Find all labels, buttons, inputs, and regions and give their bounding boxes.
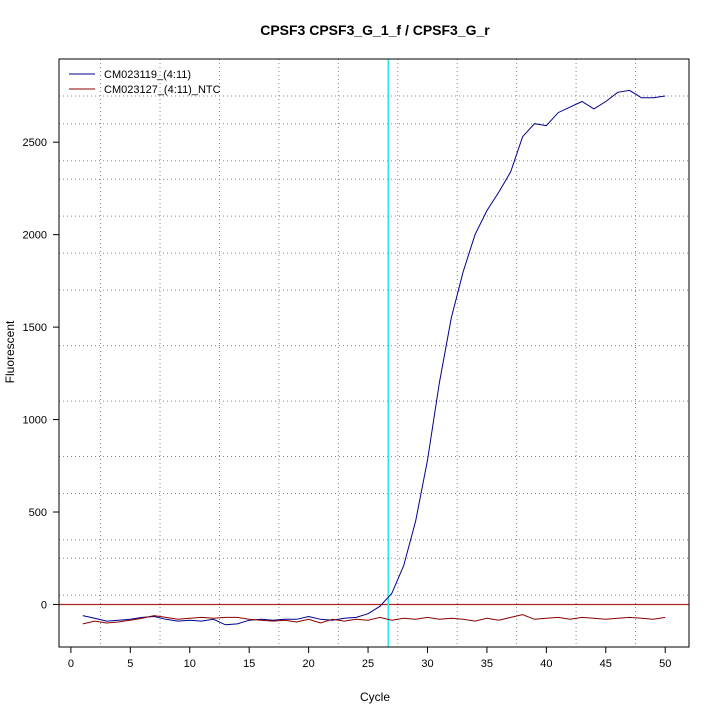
x-tick-label: 15	[243, 658, 255, 670]
x-tick-label: 20	[302, 658, 314, 670]
series-lines	[82, 89, 666, 626]
series-line-1	[82, 89, 666, 626]
series-line-2	[82, 614, 666, 625]
x-tick-label: 40	[540, 658, 552, 670]
reference-lines	[59, 59, 689, 647]
x-tick-label: 35	[481, 658, 493, 670]
grid-lines	[59, 59, 689, 647]
legend: CM023119_(4:11) CM023127_(4:11)_NTC	[69, 69, 221, 96]
y-tick-label: 1500	[23, 322, 47, 334]
y-axis-label: Fluorescent	[3, 320, 17, 383]
x-tick-label: 50	[659, 658, 671, 670]
y-tick-label: 2500	[23, 137, 47, 149]
x-axis-label: Cycle	[360, 690, 390, 704]
plot-frame	[58, 58, 690, 648]
y-tick-label: 1000	[23, 415, 47, 427]
chart-title: CPSF3 CPSF3_G_1_f / CPSF3_G_r	[260, 22, 490, 38]
x-tick-label: 30	[421, 658, 433, 670]
x-tick-label: 10	[184, 658, 196, 670]
y-tick-label: 500	[29, 507, 47, 519]
x-tick-label: 5	[127, 658, 133, 670]
y-tick-label: 0	[41, 599, 47, 611]
x-tick-label: 0	[68, 658, 74, 670]
y-tick-label: 2000	[23, 230, 47, 242]
x-tick-label: 25	[362, 658, 374, 670]
x-tick-label: 45	[600, 658, 612, 670]
legend-label: CM023119_(4:11)	[104, 69, 191, 81]
legend-label: CM023127_(4:11)_NTC	[104, 84, 221, 96]
